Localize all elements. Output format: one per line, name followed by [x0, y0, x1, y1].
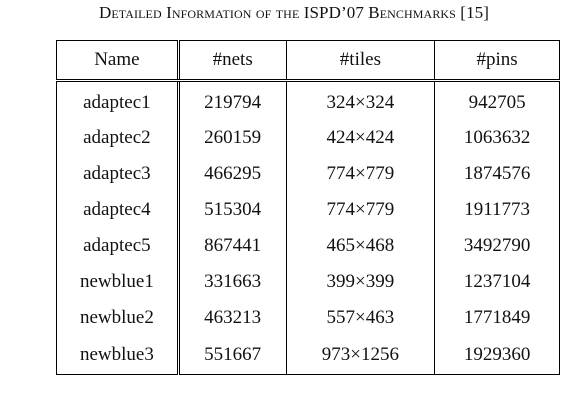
cell-name: adaptec5 [56, 228, 179, 264]
cell-nets: 260159 [176, 120, 287, 156]
cell-name: newblue2 [56, 300, 179, 336]
header-row: Name #nets #tiles #pins [56, 40, 560, 82]
header-pins: #pins [434, 40, 560, 82]
benchmark-table: Name #nets #tiles #pins adaptec1 219794 … [56, 40, 560, 375]
cell-nets: 551667 [176, 336, 287, 375]
table-row: adaptec3 466295 774×779 1874576 [56, 156, 560, 192]
cell-pins: 3492790 [434, 228, 560, 264]
cell-pins: 1237104 [434, 264, 560, 300]
cell-name: adaptec3 [56, 156, 179, 192]
cell-nets: 219794 [176, 80, 287, 120]
cell-pins: 942705 [434, 80, 560, 120]
cell-nets: 331663 [176, 264, 287, 300]
cell-nets: 515304 [176, 192, 287, 228]
header-tiles: #tiles [285, 40, 435, 82]
table-row: adaptec2 260159 424×424 1063632 [56, 120, 560, 156]
cell-tiles: 424×424 [285, 120, 435, 156]
cell-name: newblue3 [56, 336, 179, 375]
cell-tiles: 399×399 [285, 264, 435, 300]
cell-pins: 1771849 [434, 300, 560, 336]
cell-name: newblue1 [56, 264, 179, 300]
cell-tiles: 774×779 [285, 156, 435, 192]
cell-nets: 867441 [176, 228, 287, 264]
table-row: newblue1 331663 399×399 1237104 [56, 264, 560, 300]
cell-tiles: 465×468 [285, 228, 435, 264]
cell-pins: 1874576 [434, 156, 560, 192]
cell-pins: 1063632 [434, 120, 560, 156]
cell-tiles: 973×1256 [285, 336, 435, 375]
table-caption: Detailed Information of the ISPD’07 Benc… [98, 3, 490, 22]
cell-tiles: 774×779 [285, 192, 435, 228]
cell-nets: 466295 [176, 156, 287, 192]
cell-nets: 463213 [176, 300, 287, 336]
table-row: adaptec4 515304 774×779 1911773 [56, 192, 560, 228]
cell-name: adaptec4 [56, 192, 179, 228]
cell-tiles: 324×324 [285, 80, 435, 120]
cell-name: adaptec2 [56, 120, 179, 156]
table-row: adaptec1 219794 324×324 942705 [56, 80, 560, 120]
header-nets: #nets [176, 40, 287, 82]
header-name: Name [56, 40, 179, 82]
table-row: adaptec5 867441 465×468 3492790 [56, 228, 560, 264]
table-row: newblue3 551667 973×1256 1929360 [56, 336, 560, 375]
cell-tiles: 557×463 [285, 300, 435, 336]
cell-pins: 1911773 [434, 192, 560, 228]
cell-name: adaptec1 [56, 80, 179, 120]
cell-pins: 1929360 [434, 336, 560, 375]
table-row: newblue2 463213 557×463 1771849 [56, 300, 560, 336]
